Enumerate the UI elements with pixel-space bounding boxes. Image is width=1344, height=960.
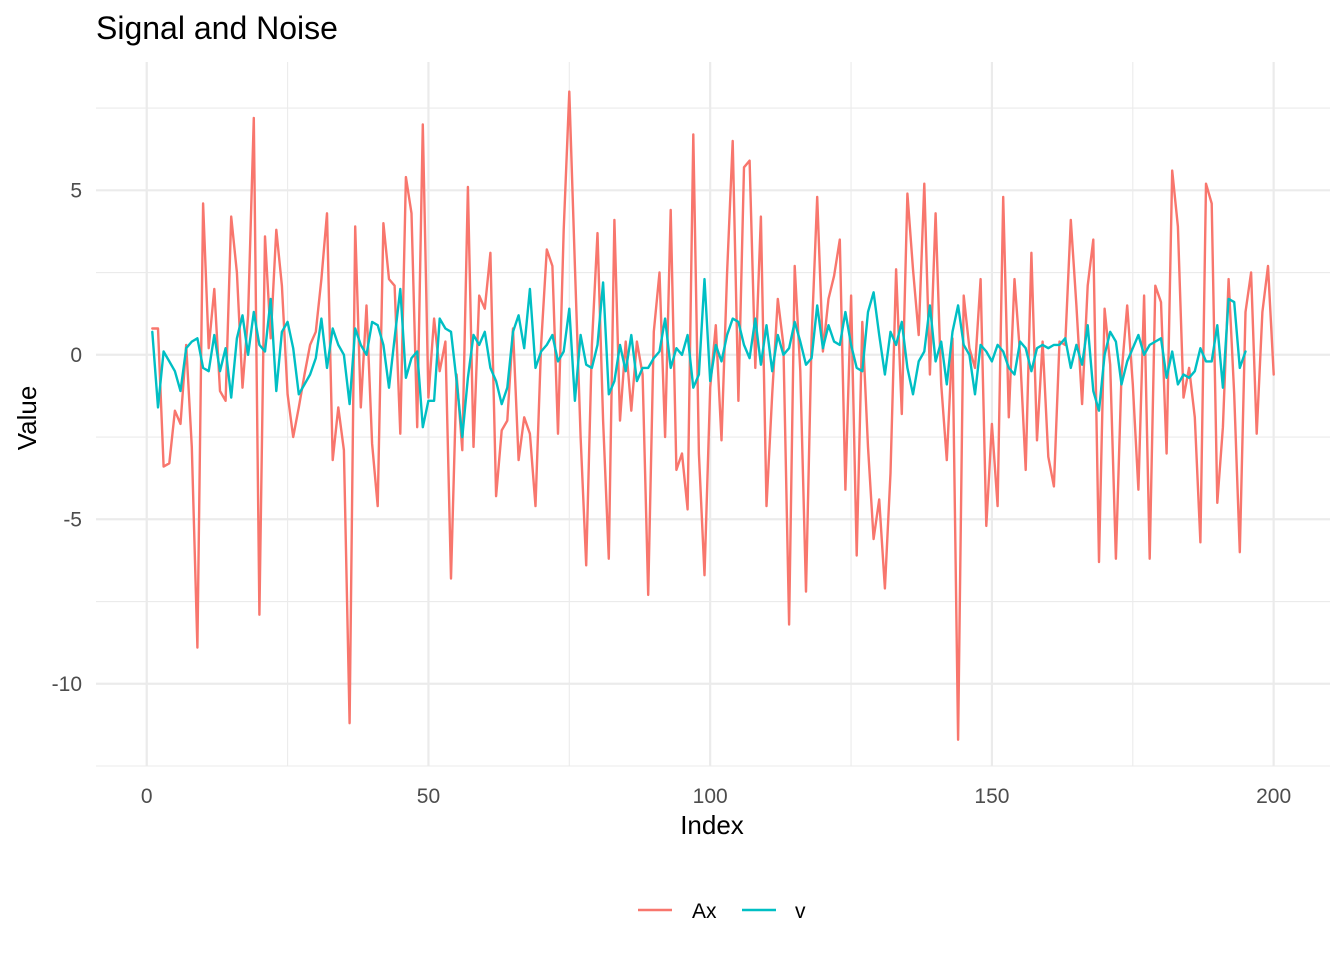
legend: Ax v — [638, 900, 806, 923]
series-layer — [151, 90, 1275, 741]
y-tick-label: 0 — [70, 344, 82, 367]
grid-minor — [96, 62, 1330, 767]
x-axis-title: Index — [680, 810, 744, 840]
chart-title: Signal and Noise — [96, 10, 338, 46]
y-tick-label: 5 — [70, 179, 82, 202]
y-axis-ticks: -10 -5 0 5 — [52, 179, 82, 695]
y-tick-label: -5 — [63, 508, 82, 531]
x-tick-label: 150 — [974, 785, 1009, 808]
legend-label-v: v — [795, 900, 806, 923]
series-line-ax — [151, 90, 1275, 741]
x-tick-label: 200 — [1256, 785, 1291, 808]
series-line-v — [151, 277, 1247, 439]
grid-major — [96, 62, 1330, 766]
x-axis-ticks: 0 50 100 150 200 — [141, 785, 1291, 808]
y-tick-label: -10 — [52, 673, 82, 696]
x-tick-label: 0 — [141, 785, 153, 808]
grid — [96, 62, 1330, 767]
x-tick-label: 100 — [693, 785, 728, 808]
x-tick-label: 50 — [417, 785, 440, 808]
y-axis-title: Value — [12, 386, 42, 451]
legend-label-ax: Ax — [692, 900, 717, 923]
